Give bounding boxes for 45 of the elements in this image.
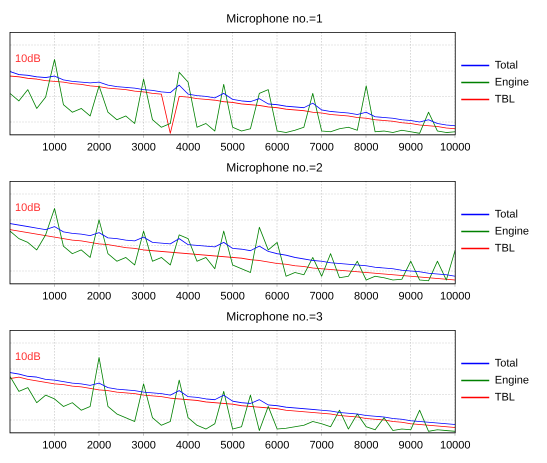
x-tick-label: 3000 [131, 290, 156, 302]
x-tick-label: 4000 [176, 290, 200, 302]
x-tick-label: 4000 [176, 439, 200, 452]
x-tick-label: 2000 [86, 439, 112, 452]
chart-title: Microphone no.=2 [226, 160, 324, 175]
x-tick-label: 8000 [354, 290, 378, 302]
x-tick-label: 6000 [264, 439, 290, 452]
x-tick-label: 3000 [131, 141, 156, 154]
annotation: 10dB [15, 202, 41, 214]
legend-label: Total [494, 358, 518, 370]
x-tick-label: 5000 [220, 141, 245, 154]
x-tick-label: 6000 [264, 290, 290, 302]
legend-label: Engine [494, 374, 530, 387]
chart-title: Microphone no.=3 [226, 310, 324, 324]
x-tick-label: 9000 [398, 141, 423, 154]
legend-label: TBL [494, 392, 515, 404]
legend-label: Total [494, 60, 518, 72]
x-tick-label: 10000 [440, 141, 471, 154]
x-tick-label: 3000 [131, 439, 156, 452]
x-tick-label: 10000 [440, 439, 471, 452]
x-tick-label: 9000 [398, 439, 423, 452]
legend-label: Engine [494, 226, 530, 238]
chart-title: Microphone no.=1 [226, 12, 324, 26]
x-tick-label: 10000 [440, 290, 471, 302]
x-tick-label: 2000 [86, 141, 112, 154]
legend-label: Engine [494, 76, 530, 89]
x-tick-label: 5000 [220, 439, 245, 452]
x-tick-label: 1000 [42, 141, 67, 154]
annotation: 10dB [15, 52, 41, 65]
x-tick-label: 5000 [220, 290, 245, 302]
x-tick-label: 7000 [309, 439, 334, 452]
x-tick-label: 9000 [398, 290, 423, 302]
x-tick-label: 7000 [309, 141, 334, 154]
x-tick-label: 2000 [86, 290, 112, 302]
legend-label: TBL [494, 94, 515, 106]
x-tick-label: 6000 [264, 141, 290, 154]
x-tick-label: 7000 [309, 290, 334, 302]
legend-label: TBL [494, 242, 515, 255]
x-tick-label: 1000 [42, 439, 67, 452]
x-tick-label: 1000 [42, 290, 67, 302]
x-tick-label: 4000 [176, 141, 200, 154]
x-tick-label: 8000 [354, 439, 378, 452]
legend-label: Total [494, 208, 518, 221]
annotation: 10dB [15, 350, 41, 363]
x-tick-label: 8000 [354, 141, 378, 154]
